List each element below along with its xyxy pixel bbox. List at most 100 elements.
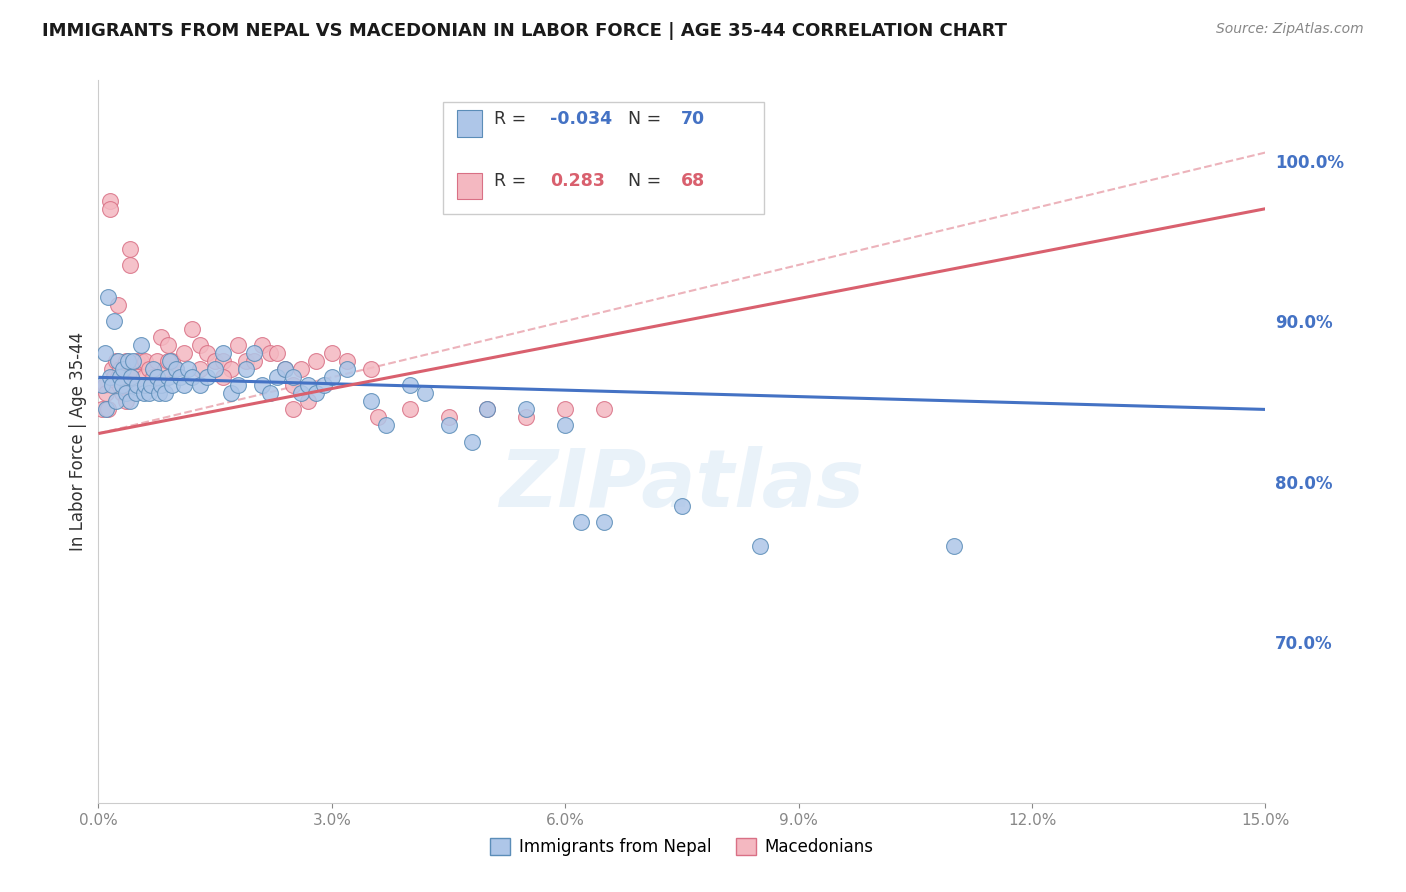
Point — [219, 386, 242, 401]
Point — [312, 378, 335, 392]
Point — [91, 402, 114, 417]
Point — [360, 394, 382, 409]
Point — [274, 362, 297, 376]
Point — [266, 370, 288, 384]
Point — [281, 378, 304, 392]
Point — [477, 402, 499, 417]
Point — [228, 338, 250, 352]
Point — [103, 314, 125, 328]
Point — [281, 370, 304, 384]
Point — [142, 378, 165, 392]
Point — [132, 370, 155, 384]
Point — [336, 362, 359, 376]
Point — [375, 418, 398, 433]
Legend: Immigrants from Nepal, Macedonians: Immigrants from Nepal, Macedonians — [484, 831, 880, 863]
Text: N =: N = — [628, 172, 666, 190]
Point — [97, 402, 120, 417]
Point — [142, 362, 165, 376]
Point — [146, 354, 169, 368]
Point — [122, 362, 145, 376]
Point — [367, 410, 389, 425]
Point — [157, 354, 180, 368]
Point — [146, 370, 169, 384]
Point — [96, 386, 118, 401]
Point — [134, 354, 156, 368]
Bar — [457, 173, 482, 200]
Point — [336, 354, 359, 368]
Point — [228, 378, 250, 392]
Text: 0.283: 0.283 — [550, 172, 605, 190]
Text: R =: R = — [494, 172, 531, 190]
Point — [212, 370, 235, 384]
Point — [108, 370, 131, 384]
Point — [127, 354, 149, 368]
Point — [129, 338, 152, 352]
Text: N =: N = — [628, 110, 666, 128]
Point — [149, 378, 172, 392]
Point — [104, 354, 127, 368]
Point — [554, 402, 576, 417]
Point — [132, 386, 155, 401]
Point — [290, 386, 312, 401]
Point — [290, 362, 312, 376]
Text: 70: 70 — [681, 110, 704, 128]
Point — [104, 394, 127, 409]
Point — [125, 378, 148, 392]
Point — [219, 362, 242, 376]
Point — [321, 370, 343, 384]
Point — [112, 378, 135, 392]
Point — [98, 370, 121, 384]
Point — [96, 402, 118, 417]
Point — [554, 418, 576, 433]
Point — [515, 402, 537, 417]
Point — [107, 298, 129, 312]
Point — [117, 354, 139, 368]
Point — [188, 378, 211, 392]
Point — [112, 362, 135, 376]
Text: 68: 68 — [681, 172, 704, 190]
Point — [134, 378, 156, 392]
Point — [212, 346, 235, 360]
Point — [138, 362, 160, 376]
Point — [235, 362, 257, 376]
Point — [398, 378, 420, 392]
Point — [157, 338, 180, 352]
Point — [107, 354, 129, 368]
FancyBboxPatch shape — [443, 102, 763, 214]
Point — [593, 402, 616, 417]
Point — [169, 370, 191, 384]
Point — [117, 370, 139, 384]
Point — [111, 378, 134, 392]
Point — [274, 362, 297, 376]
Point — [142, 370, 165, 384]
Text: R =: R = — [494, 110, 531, 128]
Point — [180, 370, 202, 384]
Point — [153, 386, 176, 401]
Point — [235, 354, 257, 368]
Point — [748, 539, 770, 553]
Point — [108, 362, 131, 376]
Point — [173, 378, 195, 392]
Point — [671, 499, 693, 513]
Point — [177, 362, 200, 376]
Point — [515, 410, 537, 425]
Text: ZIPatlas: ZIPatlas — [499, 446, 865, 524]
Point — [118, 258, 141, 272]
Point — [204, 362, 226, 376]
Point — [101, 378, 124, 392]
Point — [321, 346, 343, 360]
Point — [305, 354, 328, 368]
Point — [398, 402, 420, 417]
Point — [149, 330, 172, 344]
Point — [122, 354, 145, 368]
Point — [477, 402, 499, 417]
Bar — [457, 111, 482, 136]
Point — [165, 362, 187, 376]
Point — [297, 378, 319, 392]
Point — [111, 386, 134, 401]
Text: -0.034: -0.034 — [550, 110, 612, 128]
Point — [91, 378, 114, 392]
Point — [188, 338, 211, 352]
Point — [118, 242, 141, 256]
Point — [114, 394, 136, 409]
